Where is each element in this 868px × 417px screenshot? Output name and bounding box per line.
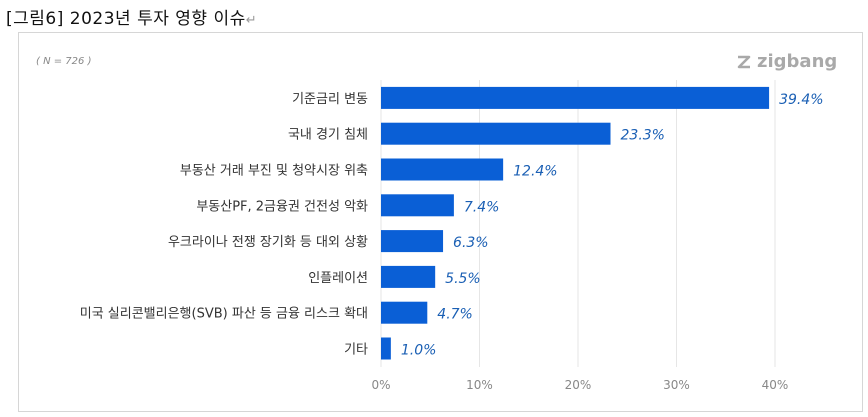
data-label: 23.3% (621, 128, 665, 144)
chart-frame (18, 32, 863, 412)
bar (381, 86, 770, 109)
title-text: [그림6] 2023년 투자 영향 이슈 (6, 9, 246, 29)
category-label: 기타 (344, 343, 368, 358)
bar (381, 122, 611, 145)
zigbang-logo: zigbang (735, 51, 837, 72)
data-label: 6.3% (453, 235, 489, 251)
bar (381, 194, 454, 217)
bar (381, 230, 444, 253)
data-label: 4.7% (437, 307, 473, 323)
bar (381, 265, 436, 288)
logo-icon (737, 55, 751, 68)
figure-title: [그림6] 2023년 투자 영향 이슈↵ (6, 4, 257, 29)
category-label: 부동산PF, 2금융권 건전성 악화 (196, 199, 368, 214)
x-tick-label: 20% (565, 378, 592, 392)
data-label: 39.4% (779, 92, 823, 108)
category-label: 국내 경기 침체 (288, 128, 368, 143)
return-mark: ↵ (245, 13, 258, 28)
category-label: 우크라이나 전쟁 장기화 등 대외 상황 (168, 235, 368, 250)
category-label: 기준금리 변동 (292, 92, 368, 107)
data-label: 5.5% (445, 271, 481, 287)
data-label: 1.0% (401, 343, 437, 359)
x-tick-label: 10% (466, 378, 493, 392)
category-label: 인플레이션 (308, 271, 368, 286)
data-label: 7.4% (464, 199, 500, 215)
category-label: 미국 실리콘밸리은행(SVB) 파산 등 금융 리스크 확대 (80, 306, 368, 322)
category-label: 부동산 거래 부진 및 청약시장 위축 (180, 164, 368, 179)
logo-text: zigbang (757, 51, 838, 72)
x-tick-label: 30% (663, 378, 690, 392)
x-tick-label: 0% (371, 378, 390, 392)
sample-size-note: ( N = 726 ) (36, 56, 92, 67)
bar (381, 158, 504, 181)
x-tick-label: 40% (762, 378, 789, 392)
bar (381, 337, 391, 360)
data-label: 12.4% (513, 164, 557, 180)
bar (381, 301, 428, 324)
